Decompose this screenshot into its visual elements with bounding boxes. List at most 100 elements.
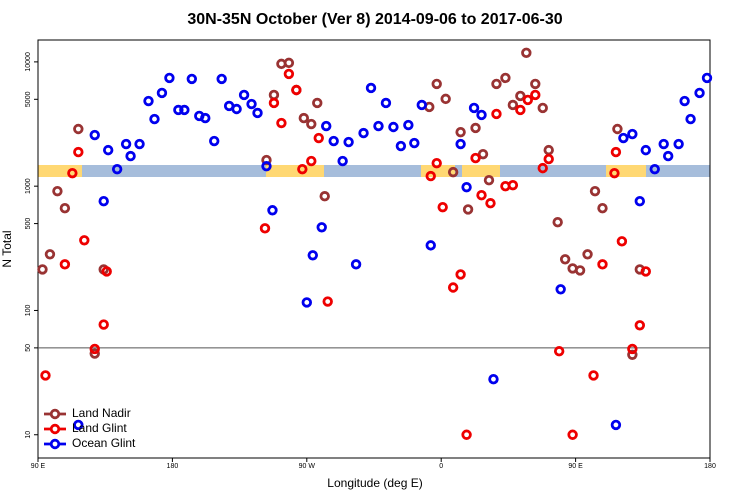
- point: [365, 82, 377, 94]
- point: [261, 154, 272, 166]
- point: [530, 89, 541, 101]
- point: [395, 140, 407, 152]
- point: [328, 135, 339, 147]
- point: [416, 99, 427, 111]
- point: [73, 419, 84, 431]
- point: [350, 259, 362, 270]
- point: [521, 47, 532, 59]
- point: [588, 370, 599, 381]
- x-tick-label: 90 E: [568, 463, 583, 470]
- point: [476, 190, 487, 201]
- point: [380, 97, 392, 109]
- point: [582, 249, 593, 260]
- point: [537, 102, 548, 114]
- point: [634, 320, 646, 331]
- y-tick-label: 5000: [25, 91, 32, 107]
- legend-swatch: [49, 423, 61, 435]
- point: [283, 57, 295, 69]
- point: [455, 126, 466, 138]
- point: [59, 259, 71, 270]
- point: [440, 93, 451, 105]
- point: [409, 137, 420, 149]
- point: [530, 78, 541, 90]
- point: [447, 282, 459, 293]
- chart-title: 30N-35N October (Ver 8) 2014-09-06 to 20…: [187, 11, 562, 28]
- point: [567, 429, 578, 440]
- point: [319, 191, 330, 202]
- point: [470, 122, 481, 134]
- point: [52, 185, 63, 197]
- x-tick-label: 180: [167, 463, 179, 470]
- point: [134, 138, 145, 150]
- point: [470, 152, 481, 164]
- point: [216, 73, 227, 85]
- point: [59, 202, 71, 214]
- point: [491, 108, 502, 120]
- point: [640, 144, 651, 156]
- point: [67, 167, 78, 179]
- point: [79, 235, 90, 246]
- point: [597, 259, 608, 270]
- x-tick-label: 90 W: [299, 463, 316, 470]
- x-axis-label: Longitude (deg E): [327, 476, 422, 490]
- point: [388, 121, 399, 133]
- point: [125, 150, 136, 162]
- point: [73, 146, 84, 158]
- point: [610, 146, 622, 158]
- point: [537, 162, 548, 174]
- point: [313, 132, 324, 144]
- point: [610, 419, 622, 431]
- y-tick-label: 10: [25, 431, 32, 439]
- point: [627, 349, 638, 360]
- point: [261, 160, 272, 172]
- point: [316, 222, 327, 233]
- point: [291, 84, 302, 96]
- point: [267, 205, 278, 216]
- point: [543, 153, 554, 165]
- point: [298, 112, 310, 124]
- point: [301, 297, 312, 308]
- point: [488, 373, 499, 385]
- point: [44, 249, 56, 260]
- point: [507, 99, 519, 111]
- point: [468, 102, 480, 114]
- point: [200, 112, 211, 124]
- point: [343, 136, 354, 148]
- point: [483, 175, 495, 186]
- point: [640, 266, 651, 277]
- point: [658, 138, 669, 150]
- point: [306, 155, 317, 167]
- point: [618, 132, 629, 144]
- y-tick-label: 1000: [25, 178, 32, 194]
- point: [431, 157, 442, 169]
- point: [491, 78, 502, 90]
- point: [455, 138, 466, 150]
- point: [322, 296, 333, 307]
- point: [321, 120, 332, 132]
- point: [500, 72, 511, 84]
- point: [609, 167, 620, 179]
- point: [143, 95, 154, 107]
- point: [552, 217, 563, 228]
- plot-frame: [37, 39, 711, 459]
- point: [431, 78, 442, 90]
- point: [515, 104, 526, 116]
- point: [98, 319, 109, 330]
- point: [268, 97, 280, 109]
- point: [186, 73, 198, 85]
- point: [358, 127, 369, 139]
- point: [447, 166, 459, 178]
- legend-swatch: [49, 408, 61, 420]
- point: [461, 429, 472, 440]
- point: [259, 223, 271, 234]
- point: [156, 87, 168, 99]
- point: [597, 202, 608, 214]
- point: [89, 348, 100, 359]
- point: [425, 170, 436, 182]
- legend-label: Ocean Glint: [72, 436, 136, 450]
- point: [559, 254, 571, 265]
- legend-label: Land Nadir: [72, 406, 131, 420]
- point: [98, 195, 109, 207]
- point: [149, 113, 160, 125]
